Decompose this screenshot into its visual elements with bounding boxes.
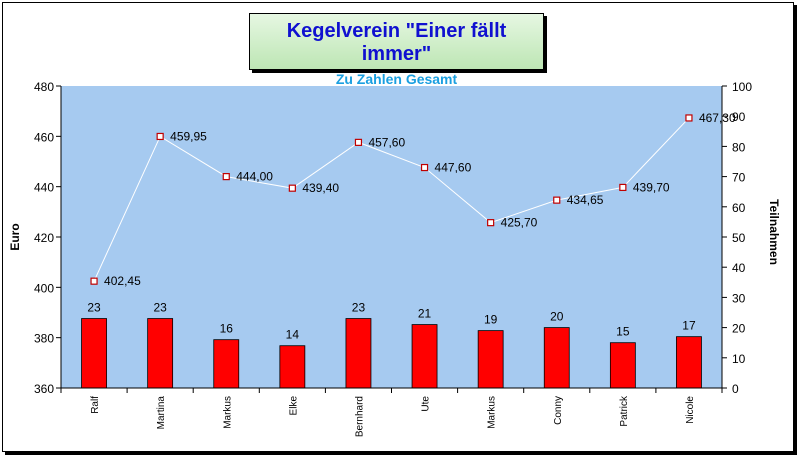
- x-tick-label-8: Patrick: [619, 395, 630, 427]
- y-tick-label-3: 420: [34, 231, 54, 245]
- y2-axis-label: Teilnahmen: [767, 199, 781, 265]
- y2-tick-label-2: 20: [732, 322, 746, 336]
- x-tick-label-0: Ralf: [90, 396, 101, 414]
- bar-label-3: 14: [286, 328, 300, 342]
- y2-tick-label-4: 40: [732, 261, 746, 275]
- bar-label-8: 15: [616, 325, 630, 339]
- euro-label-7: 434,65: [567, 193, 604, 207]
- y-tick-label-2: 400: [34, 281, 54, 295]
- euro-marker-3: [288, 184, 296, 192]
- x-tick-label-1: Martina: [156, 396, 167, 430]
- euro-marker-7: [553, 196, 561, 204]
- y-tick-label-1: 380: [34, 332, 54, 346]
- euro-label-2: 444,00: [236, 170, 273, 184]
- euro-line: [93, 117, 690, 282]
- title-box: Kegelverein "Einer fällt immer" Zu Zahle…: [249, 13, 544, 87]
- euro-label-8: 439,70: [633, 180, 670, 194]
- bar-label-1: 23: [153, 301, 167, 315]
- y2-tick-label-9: 90: [732, 110, 746, 124]
- x-tick-label-9: Nicole: [685, 396, 696, 424]
- y-tick-label-0: 360: [34, 382, 54, 396]
- y2-tick-label-5: 50: [732, 231, 746, 245]
- euro-marker-4: [354, 138, 363, 146]
- x-tick-label-7: Conny: [553, 396, 564, 425]
- x-tick-label-5: Ute: [421, 396, 432, 412]
- x-tick-label-6: Markus: [487, 396, 498, 429]
- y2-tick-label-6: 60: [732, 201, 746, 215]
- bar-0: [81, 318, 107, 389]
- euro-label-6: 425,70: [501, 216, 538, 230]
- chart-subtitle: Zu Zahlen Gesamt: [335, 71, 458, 87]
- bar-3: [279, 345, 306, 389]
- x-tick-label-2: Markus: [222, 396, 233, 429]
- bar-label-5: 21: [418, 307, 432, 321]
- euro-marker-2: [222, 173, 230, 181]
- y2-tick-label-10: 100: [732, 80, 752, 94]
- y2-tick-label-0: 0: [732, 382, 739, 396]
- y2-tick-label-8: 80: [732, 140, 746, 154]
- euro-label-4: 457,60: [368, 135, 405, 149]
- bar-1: [147, 318, 174, 389]
- bar-4: [345, 318, 372, 389]
- bar-2: [213, 339, 240, 389]
- bar-label-4: 23: [352, 301, 366, 315]
- euro-marker-6: [487, 219, 495, 227]
- bar-label-0: 23: [87, 301, 101, 315]
- bar-label-7: 20: [550, 310, 564, 324]
- euro-label-5: 447,60: [435, 161, 472, 175]
- chart-title: Kegelverein "Einer fällt immer": [286, 20, 507, 65]
- euro-marker-8: [619, 183, 627, 192]
- bar-label-9: 17: [682, 319, 696, 333]
- bar-6: [477, 330, 504, 389]
- bar-8: [609, 342, 636, 389]
- euro-marker-5: [420, 163, 429, 172]
- y-tick-label-5: 460: [34, 130, 54, 144]
- euro-marker-9: [685, 114, 693, 122]
- euro-label-1: 459,95: [170, 129, 207, 143]
- euro-label-9: 467,30: [699, 111, 736, 125]
- bar-label-6: 19: [484, 313, 498, 327]
- bar-label-2: 16: [220, 322, 234, 336]
- bar-5: [411, 324, 438, 389]
- y-tick-label-4: 440: [34, 181, 54, 195]
- y2-tick-label-1: 10: [732, 352, 746, 366]
- y2-tick-label-7: 70: [732, 171, 746, 185]
- euro-label-0: 402,45: [104, 274, 141, 288]
- euro-marker-0: [90, 277, 98, 285]
- bar-9: [676, 336, 702, 389]
- y-tick-label-6: 480: [34, 80, 54, 94]
- euro-label-3: 439,40: [302, 181, 339, 195]
- x-tick-label-4: Bernhard: [354, 396, 365, 437]
- euro-marker-1: [156, 132, 164, 141]
- bar-7: [543, 327, 570, 389]
- y2-tick-label-3: 30: [732, 291, 746, 305]
- x-tick-label-3: Elke: [288, 396, 299, 416]
- y-axis-label: Euro: [8, 223, 22, 250]
